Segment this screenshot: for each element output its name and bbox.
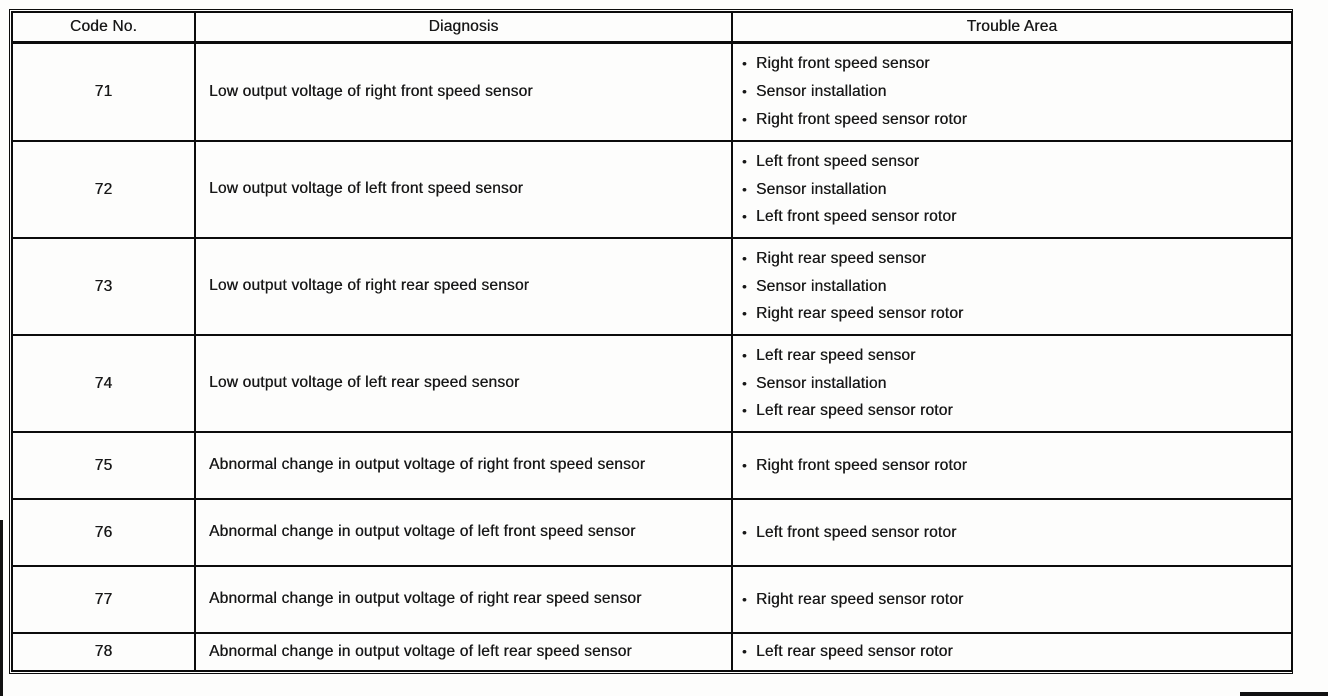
table-row-code-76: 76 Abnormal change in output voltage of … [11,498,1293,567]
bullet-marker: • [742,347,747,363]
diagnostic-code-table-frame: Code No. Diagnosis Trouble Area 71 Low o… [9,9,1293,674]
trouble-item: • Right rear speed sensor rotor [742,586,1283,614]
header-row: Code No. Diagnosis Trouble Area [11,11,1293,44]
trouble-item-text: Right rear speed sensor rotor [756,590,964,608]
code-cell: 73 [11,237,196,336]
bullet-marker: • [742,644,747,659]
scan-artifact-bottom-edge [1240,692,1328,696]
bullet-marker: • [742,306,747,322]
trouble-item-text: Right front speed sensor rotor [756,456,968,474]
code-cell: 71 [11,41,196,142]
trouble-item-text: Left front speed sensor rotor [756,523,957,541]
trouble-item-text: Left front speed sensor [756,152,920,170]
bullet-marker: • [742,83,747,99]
trouble-item: • Right rear speed sensor [742,245,1283,273]
trouble-item-text: Right rear speed sensor rotor [756,305,964,323]
trouble-item: • Right front speed sensor rotor [742,106,1283,134]
diagnosis-cell: Abnormal change in output voltage of rig… [194,565,733,634]
trouble-area-cell: • Left rear speed sensor • Sensor installa… [731,334,1293,433]
bullet-marker: • [742,153,747,169]
header-trouble-area: Trouble Area [731,11,1293,44]
code-cell: 75 [11,431,196,500]
trouble-item-text: Right front speed sensor rotor [756,110,968,128]
diagnosis-cell: Low output voltage of left front speed s… [194,140,733,239]
trouble-item: • Right rear speed sensor rotor [742,300,1283,328]
trouble-item: • Sensor installation [742,370,1283,398]
code-cell: 77 [11,565,196,634]
diagnosis-cell: Low output voltage of right rear speed s… [194,237,733,336]
bullet-marker: • [742,181,747,197]
table-row-code-77: 77 Abnormal change in output voltage of … [11,565,1293,634]
trouble-item: • Left front speed sensor rotor [742,203,1283,231]
trouble-item: • Sensor installation [742,273,1283,301]
trouble-item-text: Sensor installation [756,180,887,198]
header-diagnosis: Diagnosis [194,11,733,44]
diagnosis-cell: Abnormal change in output voltage of lef… [194,498,733,567]
diagnosis-cell: Low output voltage of right front speed … [194,41,733,142]
trouble-item-text: Right rear speed sensor [756,249,927,267]
diagnosis-cell: Abnormal change in output voltage of rig… [194,431,733,500]
trouble-area-cell: • Right front speed sensor • Sensor instal… [731,41,1293,142]
trouble-item: • Right front speed sensor [742,50,1283,78]
trouble-area-cell: • Left front speed sensor • Sensor install… [731,140,1293,239]
code-cell: 74 [11,334,196,433]
table-row-code-78: 78 Abnormal change in output voltage of … [11,632,1293,672]
trouble-item-text: Right front speed sensor [756,54,930,72]
table-row-code-75: 75 Abnormal change in output voltage of … [11,431,1293,500]
code-cell: 78 [11,632,196,672]
scan-artifact-left-edge [0,520,3,696]
trouble-area-cell: • Left front speed sensor rotor [731,498,1293,567]
trouble-item-text: Sensor installation [756,277,887,295]
trouble-item-text: Sensor installation [756,374,887,392]
trouble-item: • Left rear speed sensor rotor [742,397,1283,425]
bullet-marker: • [742,111,747,127]
bullet-marker: • [742,457,747,473]
trouble-item: • Left front speed sensor rotor [742,519,1283,547]
diagnostic-code-table: Code No. Diagnosis Trouble Area 71 Low o… [11,11,1293,672]
header-code-no: Code No. [11,11,196,44]
table-row-code-73: 73 Low output voltage of right rear spee… [11,237,1293,336]
trouble-item-text: Left front speed sensor rotor [756,208,957,226]
bullet-marker: • [742,250,747,266]
diagnosis-cell: Low output voltage of left rear speed se… [194,334,733,433]
bullet-marker: • [742,55,747,71]
bullet-marker: • [742,591,747,607]
trouble-item: • Sensor installation [742,176,1283,204]
table-row-code-72: 72 Low output voltage of left front spee… [11,140,1293,239]
bullet-marker: • [742,209,747,225]
trouble-item-text: Sensor installation [756,82,887,100]
trouble-item-text: Left rear speed sensor rotor [756,643,953,660]
trouble-item-text: Left rear speed sensor rotor [756,402,953,420]
bullet-marker: • [742,403,747,419]
trouble-area-cell: • Right front speed sensor rotor [731,431,1293,500]
trouble-area-cell: • Right rear speed sensor rotor [731,565,1293,634]
trouble-item: • Right front speed sensor rotor [742,452,1283,480]
bullet-marker: • [742,524,747,540]
trouble-item: • Sensor installation [742,78,1283,106]
trouble-area-cell: • Left rear speed sensor rotor [731,632,1293,672]
trouble-item-text: Left rear speed sensor [756,346,916,364]
table-row-code-74: 74 Low output voltage of left rear speed… [11,334,1293,433]
bullet-marker: • [742,278,747,294]
trouble-item: • Left front speed sensor [742,148,1283,176]
trouble-area-cell: • Right rear speed sensor • Sensor install… [731,237,1293,336]
bullet-marker: • [742,375,747,391]
trouble-item: • Left rear speed sensor [742,342,1283,370]
diagnosis-cell: Abnormal change in output voltage of lef… [194,632,733,672]
code-cell: 72 [11,140,196,239]
code-cell: 76 [11,498,196,567]
trouble-item: • Left rear speed sensor rotor [742,638,1283,666]
table-row-code-71: 71 Low output voltage of right front spe… [11,41,1293,142]
